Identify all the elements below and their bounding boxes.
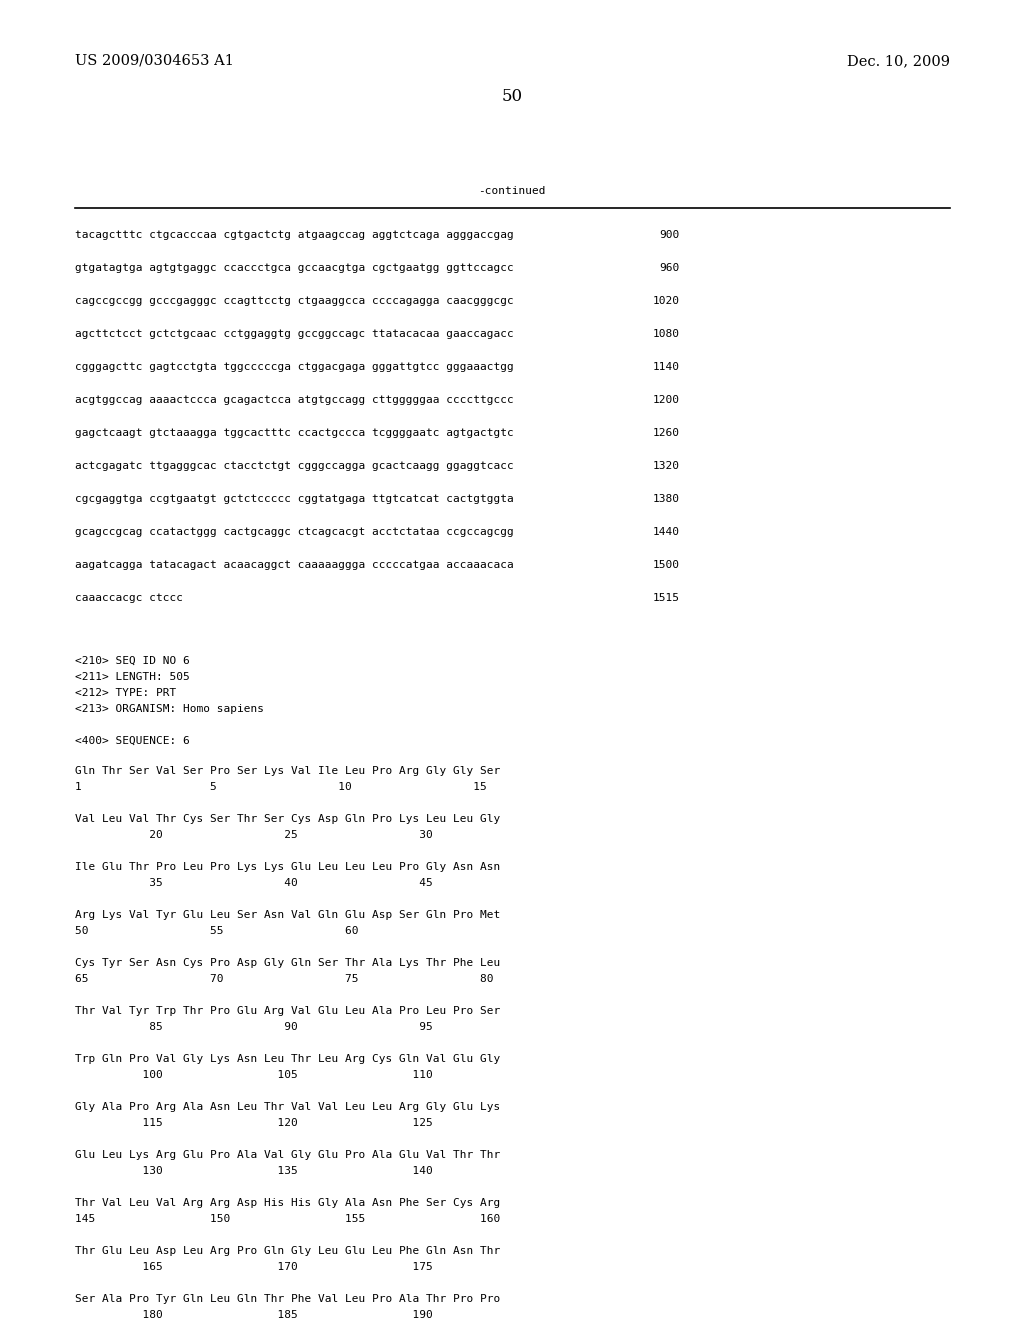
- Text: 145                 150                 155                 160: 145 150 155 160: [75, 1214, 501, 1224]
- Text: Ile Glu Thr Pro Leu Pro Lys Lys Glu Leu Leu Leu Pro Gly Asn Asn: Ile Glu Thr Pro Leu Pro Lys Lys Glu Leu …: [75, 862, 501, 873]
- Text: 1320: 1320: [653, 461, 680, 471]
- Text: 1380: 1380: [653, 494, 680, 504]
- Text: 115                 120                 125: 115 120 125: [75, 1118, 433, 1129]
- Text: 35                  40                  45: 35 40 45: [75, 878, 433, 888]
- Text: 85                  90                  95: 85 90 95: [75, 1022, 433, 1032]
- Text: 1200: 1200: [653, 395, 680, 405]
- Text: acgtggccag aaaactccca gcagactcca atgtgccagg cttgggggaa ccccttgccc: acgtggccag aaaactccca gcagactcca atgtgcc…: [75, 395, 514, 405]
- Text: Thr Val Tyr Trp Thr Pro Glu Arg Val Glu Leu Ala Pro Leu Pro Ser: Thr Val Tyr Trp Thr Pro Glu Arg Val Glu …: [75, 1006, 501, 1016]
- Text: 50: 50: [502, 88, 522, 106]
- Text: 1020: 1020: [653, 296, 680, 306]
- Text: Gln Thr Ser Val Ser Pro Ser Lys Val Ile Leu Pro Arg Gly Gly Ser: Gln Thr Ser Val Ser Pro Ser Lys Val Ile …: [75, 766, 501, 776]
- Text: <213> ORGANISM: Homo sapiens: <213> ORGANISM: Homo sapiens: [75, 704, 264, 714]
- Text: 1140: 1140: [653, 362, 680, 372]
- Text: Thr Glu Leu Asp Leu Arg Pro Gln Gly Leu Glu Leu Phe Gln Asn Thr: Thr Glu Leu Asp Leu Arg Pro Gln Gly Leu …: [75, 1246, 501, 1257]
- Text: caaaccacgc ctccc: caaaccacgc ctccc: [75, 593, 183, 603]
- Text: 1500: 1500: [653, 560, 680, 570]
- Text: cgcgaggtga ccgtgaatgt gctctccccc cggtatgaga ttgtcatcat cactgtggta: cgcgaggtga ccgtgaatgt gctctccccc cggtatg…: [75, 494, 514, 504]
- Text: Ser Ala Pro Tyr Gln Leu Gln Thr Phe Val Leu Pro Ala Thr Pro Pro: Ser Ala Pro Tyr Gln Leu Gln Thr Phe Val …: [75, 1294, 501, 1304]
- Text: Cys Tyr Ser Asn Cys Pro Asp Gly Gln Ser Thr Ala Lys Thr Phe Leu: Cys Tyr Ser Asn Cys Pro Asp Gly Gln Ser …: [75, 958, 501, 968]
- Text: aagatcagga tatacagact acaacaggct caaaaaggga cccccatgaa accaaacaca: aagatcagga tatacagact acaacaggct caaaaag…: [75, 560, 514, 570]
- Text: 130                 135                 140: 130 135 140: [75, 1166, 433, 1176]
- Text: 20                  25                  30: 20 25 30: [75, 830, 433, 840]
- Text: 65                  70                  75                  80: 65 70 75 80: [75, 974, 494, 983]
- Text: <210> SEQ ID NO 6: <210> SEQ ID NO 6: [75, 656, 189, 667]
- Text: US 2009/0304653 A1: US 2009/0304653 A1: [75, 54, 233, 69]
- Text: 960: 960: [659, 263, 680, 273]
- Text: 165                 170                 175: 165 170 175: [75, 1262, 433, 1272]
- Text: <211> LENGTH: 505: <211> LENGTH: 505: [75, 672, 189, 682]
- Text: <212> TYPE: PRT: <212> TYPE: PRT: [75, 688, 176, 698]
- Text: gagctcaagt gtctaaagga tggcactttc ccactgccca tcggggaatc agtgactgtc: gagctcaagt gtctaaagga tggcactttc ccactgc…: [75, 428, 514, 438]
- Text: Arg Lys Val Tyr Glu Leu Ser Asn Val Gln Glu Asp Ser Gln Pro Met: Arg Lys Val Tyr Glu Leu Ser Asn Val Gln …: [75, 909, 501, 920]
- Text: 1                   5                  10                  15: 1 5 10 15: [75, 781, 486, 792]
- Text: Glu Leu Lys Arg Glu Pro Ala Val Gly Glu Pro Ala Glu Val Thr Thr: Glu Leu Lys Arg Glu Pro Ala Val Gly Glu …: [75, 1150, 501, 1160]
- Text: actcgagatc ttgagggcac ctacctctgt cgggccagga gcactcaagg ggaggtcacc: actcgagatc ttgagggcac ctacctctgt cgggcca…: [75, 461, 514, 471]
- Text: 1260: 1260: [653, 428, 680, 438]
- Text: 50                  55                  60: 50 55 60: [75, 927, 358, 936]
- Text: tacagctttc ctgcacccaa cgtgactctg atgaagccag aggtctcaga agggaccgag: tacagctttc ctgcacccaa cgtgactctg atgaagc…: [75, 230, 514, 240]
- Text: 900: 900: [659, 230, 680, 240]
- Text: 1080: 1080: [653, 329, 680, 339]
- Text: gtgatagtga agtgtgaggc ccaccctgca gccaacgtga cgctgaatgg ggttccagcc: gtgatagtga agtgtgaggc ccaccctgca gccaacg…: [75, 263, 514, 273]
- Text: Gly Ala Pro Arg Ala Asn Leu Thr Val Val Leu Leu Arg Gly Glu Lys: Gly Ala Pro Arg Ala Asn Leu Thr Val Val …: [75, 1102, 501, 1111]
- Text: Val Leu Val Thr Cys Ser Thr Ser Cys Asp Gln Pro Lys Leu Leu Gly: Val Leu Val Thr Cys Ser Thr Ser Cys Asp …: [75, 814, 501, 824]
- Text: Thr Val Leu Val Arg Arg Asp His His Gly Ala Asn Phe Ser Cys Arg: Thr Val Leu Val Arg Arg Asp His His Gly …: [75, 1199, 501, 1208]
- Text: Dec. 10, 2009: Dec. 10, 2009: [847, 54, 950, 69]
- Text: cagccgccgg gcccgagggc ccagttcctg ctgaaggcca ccccagagga caacgggcgc: cagccgccgg gcccgagggc ccagttcctg ctgaagg…: [75, 296, 514, 306]
- Text: 180                 185                 190: 180 185 190: [75, 1309, 433, 1320]
- Text: gcagccgcag ccatactggg cactgcaggc ctcagcacgt acctctataa ccgccagcgg: gcagccgcag ccatactggg cactgcaggc ctcagca…: [75, 527, 514, 537]
- Text: 1440: 1440: [653, 527, 680, 537]
- Text: <400> SEQUENCE: 6: <400> SEQUENCE: 6: [75, 737, 189, 746]
- Text: agcttctcct gctctgcaac cctggaggtg gccggccagc ttatacacaa gaaccagacc: agcttctcct gctctgcaac cctggaggtg gccggcc…: [75, 329, 514, 339]
- Text: Trp Gln Pro Val Gly Lys Asn Leu Thr Leu Arg Cys Gln Val Glu Gly: Trp Gln Pro Val Gly Lys Asn Leu Thr Leu …: [75, 1053, 501, 1064]
- Text: 100                 105                 110: 100 105 110: [75, 1071, 433, 1080]
- Text: cgggagcttc gagtcctgta tggcccccga ctggacgaga gggattgtcc gggaaactgg: cgggagcttc gagtcctgta tggcccccga ctggacg…: [75, 362, 514, 372]
- Text: 1515: 1515: [653, 593, 680, 603]
- Text: -continued: -continued: [478, 186, 546, 195]
